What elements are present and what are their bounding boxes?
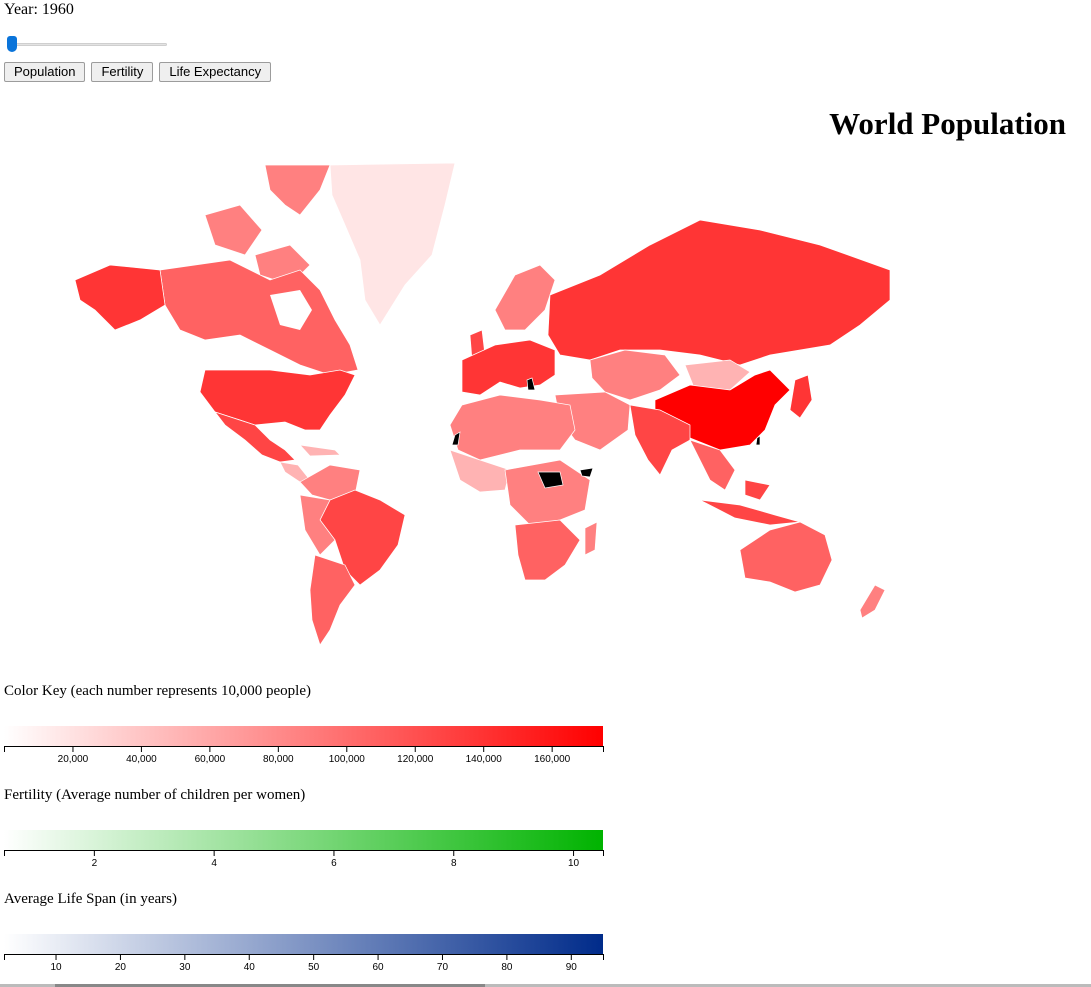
page-title: World Population bbox=[829, 106, 1066, 141]
map-country-russia[interactable] bbox=[547, 219, 891, 366]
legend-tick-label: 100,000 bbox=[329, 754, 366, 765]
map-country-central-asia[interactable] bbox=[589, 349, 681, 401]
year-slider-track[interactable] bbox=[7, 43, 167, 46]
fertility-legend-gradient bbox=[4, 830, 603, 851]
map-country-west-africa[interactable] bbox=[449, 449, 511, 493]
map-country-india[interactable] bbox=[629, 404, 691, 476]
map-no-data-region[interactable] bbox=[451, 431, 461, 446]
population-legend-gradient bbox=[4, 726, 603, 747]
population-button[interactable]: Population bbox=[4, 62, 86, 82]
legend-tick-label: 40 bbox=[244, 962, 256, 973]
map-country-alaska[interactable] bbox=[74, 264, 166, 331]
fertility-legend-axis: 2 4 6 8 10 bbox=[4, 850, 604, 869]
map-country-peru[interactable] bbox=[299, 494, 336, 556]
life-expectancy-button[interactable]: Life Expectancy bbox=[159, 62, 272, 82]
metric-buttons: Population Fertility Life Expectancy bbox=[4, 62, 272, 82]
fertility-legend-label: Fertility (Average number of children pe… bbox=[4, 787, 306, 803]
legend-tick-label: 60 bbox=[373, 962, 385, 973]
map-country-japan[interactable] bbox=[789, 374, 813, 419]
legend-axis-line bbox=[4, 746, 604, 752]
legend-tick-label: 60,000 bbox=[195, 754, 226, 765]
map-country-southeast-asia[interactable] bbox=[689, 439, 736, 491]
year-slider[interactable] bbox=[4, 36, 167, 52]
life-span-legend-label: Average Life Span (in years) bbox=[4, 891, 177, 907]
map-country-madagascar[interactable] bbox=[584, 521, 598, 556]
legend-tick-label: 8 bbox=[451, 858, 457, 869]
map-country-greenland[interactable] bbox=[329, 162, 456, 326]
legend-tick-label: 90 bbox=[566, 962, 578, 973]
fertility-button[interactable]: Fertility bbox=[91, 62, 154, 82]
legend-tick-label: 120,000 bbox=[397, 754, 434, 765]
map-no-data-region[interactable] bbox=[579, 467, 594, 478]
horizontal-scrollbar-thumb[interactable] bbox=[55, 984, 485, 987]
map-country-australia[interactable] bbox=[739, 521, 833, 593]
year-label: Year: 1960 bbox=[4, 1, 74, 18]
map-hudson-bay bbox=[270, 290, 312, 330]
population-legend-axis: 20,000 40,000 60,000 80,000 100,000 120,000 14… bbox=[4, 746, 604, 765]
map-country-central-africa[interactable] bbox=[504, 459, 591, 526]
legend-tick-label: 4 bbox=[211, 858, 217, 869]
legend-axis-line bbox=[4, 954, 604, 960]
map-country-indonesia[interactable] bbox=[699, 479, 801, 526]
legend-tick-label: 80 bbox=[501, 962, 513, 973]
life-span-legend-gradient bbox=[4, 934, 603, 955]
legend-tick-label: 80,000 bbox=[263, 754, 294, 765]
world-map bbox=[74, 162, 891, 646]
map-country-new-zealand[interactable] bbox=[859, 584, 886, 619]
legend-tick-label: 6 bbox=[331, 858, 337, 869]
legend-tick-label: 20,000 bbox=[58, 754, 89, 765]
legend-tick-label: 30 bbox=[179, 962, 191, 973]
legend-tick-label: 10 bbox=[50, 962, 62, 973]
population-legend-label: Color Key (each number represents 10,000… bbox=[4, 683, 311, 699]
legend-tick-label: 50 bbox=[308, 962, 320, 973]
map-country-scandinavia[interactable] bbox=[494, 264, 556, 331]
map-no-data-region[interactable] bbox=[755, 435, 761, 446]
legend-tick-label: 40,000 bbox=[126, 754, 157, 765]
legend-tick-label: 2 bbox=[92, 858, 98, 869]
legend-tick-label: 70 bbox=[437, 962, 449, 973]
map-no-data-region[interactable] bbox=[526, 377, 536, 391]
legend-tick-label: 20 bbox=[115, 962, 127, 973]
legend-tick-label: 160,000 bbox=[534, 754, 571, 765]
map-no-data-region[interactable] bbox=[537, 471, 564, 489]
map-country-north-africa[interactable] bbox=[449, 394, 576, 461]
year-slider-thumb[interactable] bbox=[7, 36, 17, 52]
horizontal-scrollbar[interactable] bbox=[0, 984, 1091, 987]
map-country-canada[interactable] bbox=[159, 259, 359, 376]
life-span-legend-axis: 10 20 30 40 50 60 70 80 90 bbox=[4, 954, 604, 973]
legend-axis-line bbox=[4, 850, 604, 856]
map-country-argentina[interactable] bbox=[309, 554, 356, 646]
map-country-mexico[interactable] bbox=[214, 411, 296, 463]
legend-tick-label: 140,000 bbox=[466, 754, 503, 765]
map-country-southern-africa[interactable] bbox=[514, 519, 581, 581]
legend-tick-label: 10 bbox=[568, 858, 580, 869]
